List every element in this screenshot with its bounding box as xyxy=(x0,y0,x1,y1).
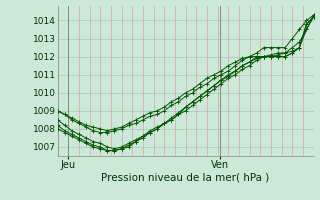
X-axis label: Pression niveau de la mer( hPa ): Pression niveau de la mer( hPa ) xyxy=(101,173,270,183)
